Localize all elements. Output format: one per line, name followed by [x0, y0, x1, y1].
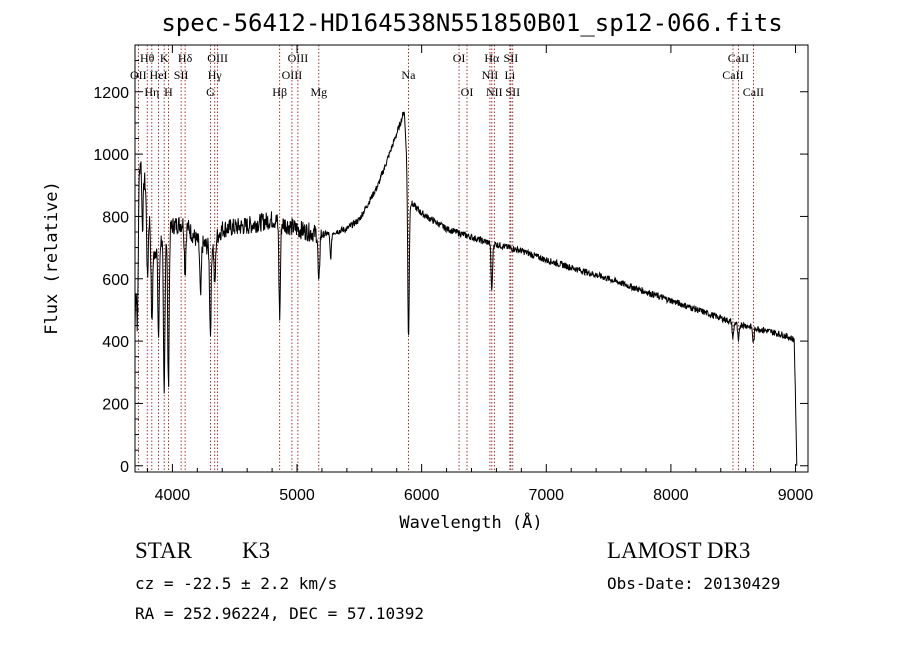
spectral-line-label: H	[164, 85, 173, 99]
coordinates-text: RA = 252.96224, DEC = 57.10392	[135, 604, 424, 623]
y-axis-ticks: 0 200 400 600 800 1000 1200	[93, 60, 808, 476]
spectral-line-label: OIII	[288, 51, 309, 65]
chart-title: spec-56412-HD164538N551850B01_sp12-066.f…	[161, 9, 783, 37]
spectral-line-labels: OIIHθHηHeIKHSIIHδGHγOIIIHβOIIIOIIIMgNaOI…	[130, 51, 764, 99]
object-class: STAR	[135, 538, 192, 563]
spectral-line-label: OIII	[282, 68, 303, 82]
y-tick-label: 200	[102, 396, 129, 413]
x-tick-label: 5000	[279, 487, 315, 504]
survey-label: LAMOST DR3	[607, 538, 751, 563]
spectral-line-label: SII	[174, 68, 189, 82]
spectral-line-label: Li	[505, 68, 516, 82]
spectral-line-markers	[137, 45, 754, 472]
spectral-line-label: CaII	[743, 85, 764, 99]
obs-date-text: Obs-Date: 20130429	[607, 574, 781, 593]
spectral-line-label: Mg	[310, 85, 327, 99]
spectral-line-label: NII	[486, 85, 503, 99]
x-tick-label: 6000	[404, 487, 440, 504]
spectral-line-label: Na	[401, 68, 416, 82]
spectral-line-label: Hθ	[140, 51, 155, 65]
spectral-line-label: G	[206, 85, 215, 99]
plot-frame	[134, 44, 809, 473]
y-tick-label: 1000	[93, 147, 129, 164]
x-tick-label: 9000	[778, 487, 814, 504]
spectral-line-label: HeI	[150, 68, 168, 82]
y-axis-label: Flux (relative)	[42, 181, 62, 335]
spectrum-line	[134, 111, 798, 466]
spectral-line-label: OI	[461, 85, 474, 99]
x-axis-ticks: 4000 5000 6000 7000 8000 9000	[146, 45, 814, 504]
x-tick-label: 4000	[155, 487, 191, 504]
spectral-line-label: OIII	[207, 51, 228, 65]
spectral-line-label: Hγ	[208, 68, 223, 82]
y-tick-label: 600	[102, 272, 129, 289]
spectral-line-label: CaII	[722, 68, 743, 82]
spectral-line-label: SII	[504, 51, 519, 65]
spectral-line-label: Hβ	[272, 85, 287, 99]
spectral-line-label: SII	[505, 85, 520, 99]
y-tick-label: 400	[102, 334, 129, 351]
object-subclass: K3	[242, 538, 271, 563]
spectral-line-label: Hα	[484, 51, 500, 65]
y-tick-label: 0	[120, 459, 129, 476]
spectral-line-label: OII	[130, 68, 147, 82]
x-tick-label: 7000	[528, 487, 564, 504]
spectral-line-label: OI	[453, 51, 466, 65]
y-tick-label: 800	[102, 209, 129, 226]
spectral-line-label: Hδ	[178, 51, 193, 65]
spectral-line-label: Hη	[144, 85, 159, 99]
x-tick-label: 8000	[653, 487, 689, 504]
redshift-text: cz = -22.5 ± 2.2 km/s	[135, 574, 338, 593]
y-tick-label: 1200	[93, 85, 129, 102]
spectral-line-label: NII	[482, 68, 499, 82]
x-axis-label: Wavelength (Å)	[399, 511, 542, 533]
spectral-line-label: CaII	[728, 51, 749, 65]
spectral-line-label: K	[160, 51, 169, 65]
